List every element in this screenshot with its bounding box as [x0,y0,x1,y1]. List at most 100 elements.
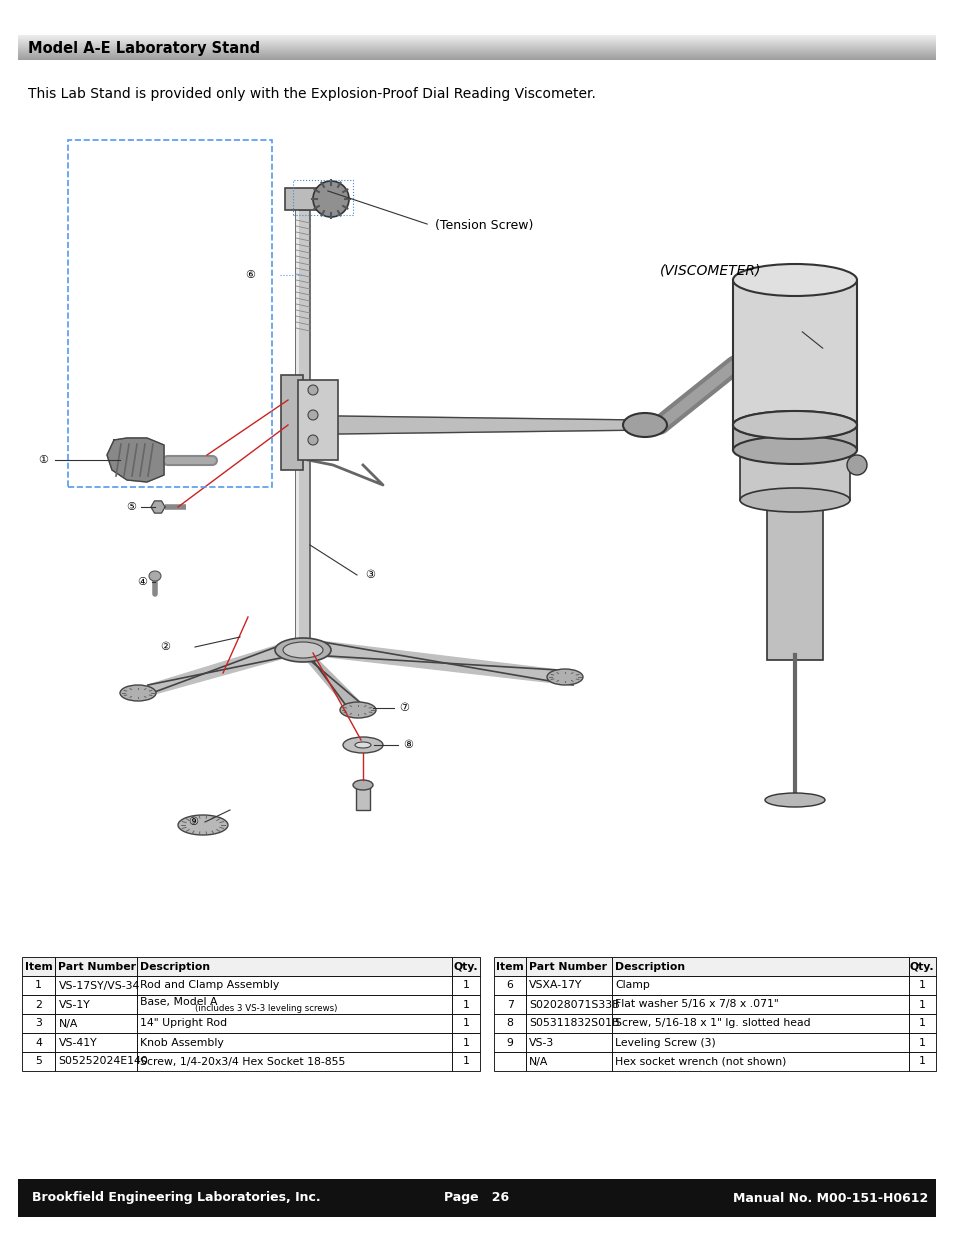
Text: 14" Upright Rod: 14" Upright Rod [140,1019,227,1029]
Text: (Tension Screw): (Tension Screw) [435,219,533,231]
Bar [494,957,526,976]
Bar [137,1032,451,1052]
Ellipse shape [740,433,849,457]
Text: Part Number: Part Number [58,962,136,972]
Bar [526,1052,612,1071]
Text: ⑤: ⑤ [126,501,136,513]
Bar [22,1014,55,1032]
Polygon shape [297,640,363,715]
Bar [451,1014,479,1032]
Polygon shape [337,416,647,433]
Ellipse shape [353,781,373,790]
Text: 5: 5 [35,1056,42,1067]
Text: 2: 2 [35,999,42,1009]
Bar [55,1032,137,1052]
Polygon shape [311,640,573,685]
Bar [494,1014,526,1032]
Bar [612,995,907,1014]
Ellipse shape [308,385,317,395]
Text: Item: Item [25,962,52,972]
Text: 8: 8 [506,1019,513,1029]
Bar [137,1052,451,1071]
Ellipse shape [339,701,375,718]
Text: Part Number: Part Number [529,962,607,972]
Text: ②: ② [160,642,170,652]
Bar [732,425,856,450]
Ellipse shape [546,669,582,685]
Text: S05311832S01B: S05311832S01B [529,1019,619,1029]
Text: 1: 1 [918,1037,924,1047]
Text: ③: ③ [365,571,375,580]
Bar [137,957,451,976]
Bar [22,957,55,976]
Bar [281,375,303,471]
Text: Leveling Screw (3): Leveling Screw (3) [615,1037,716,1047]
Bar [907,995,935,1014]
Text: 1: 1 [918,999,924,1009]
Bar [526,995,612,1014]
Text: VS-1Y: VS-1Y [58,999,91,1009]
Bar [137,1014,451,1032]
Bar [355,785,370,810]
Ellipse shape [622,412,666,437]
Text: Qty.: Qty. [453,962,477,972]
Text: Model A-E Laboratory Stand: Model A-E Laboratory Stand [28,41,260,56]
Ellipse shape [313,182,349,217]
Bar [68,140,272,487]
Text: S05252024E140: S05252024E140 [58,1056,148,1067]
Bar [55,1014,137,1032]
Bar [907,1014,935,1032]
Bar [55,1052,137,1071]
Text: Qty.: Qty. [909,962,934,972]
Text: ⑨: ⑨ [188,818,198,827]
Bar [451,1052,479,1071]
Text: N/A: N/A [58,1019,78,1029]
Text: ⑦: ⑦ [398,703,409,713]
Text: S02028071S33B: S02028071S33B [529,999,619,1009]
Text: Hex socket wrench (not shown): Hex socket wrench (not shown) [615,1056,786,1067]
Text: Rod and Clamp Assembly: Rod and Clamp Assembly [140,981,279,990]
Bar [18,1179,935,1216]
Text: Description: Description [140,962,210,972]
Bar [295,210,298,655]
Bar [907,957,935,976]
Bar [494,995,526,1014]
Bar [526,976,612,995]
Bar [22,1032,55,1052]
Ellipse shape [732,411,856,438]
Ellipse shape [308,410,317,420]
Text: Base, Model A: Base, Model A [140,997,217,1008]
Ellipse shape [149,571,161,580]
Text: Screw, 1/4-20x3/4 Hex Socket 18-855: Screw, 1/4-20x3/4 Hex Socket 18-855 [140,1056,345,1067]
Text: 3: 3 [35,1019,42,1029]
Bar [907,976,935,995]
Text: ⑧: ⑧ [402,740,413,750]
Bar [494,1032,526,1052]
Bar [22,1052,55,1071]
Text: 7: 7 [506,999,513,1009]
Polygon shape [107,438,164,482]
Bar [526,1032,612,1052]
Bar [295,210,310,655]
Bar [22,976,55,995]
Bar [907,1032,935,1052]
Bar [55,957,137,976]
Text: Flat washer 5/16 x 7/8 x .071": Flat washer 5/16 x 7/8 x .071" [615,999,779,1009]
Text: This Lab Stand is provided only with the Explosion-Proof Dial Reading Viscometer: This Lab Stand is provided only with the… [28,86,596,101]
Bar [55,976,137,995]
Bar [297,380,337,459]
Text: 1: 1 [918,1019,924,1029]
Bar [451,1032,479,1052]
Bar [494,1052,526,1071]
Bar [451,995,479,1014]
Ellipse shape [178,815,228,835]
Text: Item: Item [496,962,523,972]
Ellipse shape [740,488,849,513]
Text: (VISCOMETER): (VISCOMETER) [659,263,760,277]
Ellipse shape [732,411,856,438]
Text: Screw, 5/16-18 x 1" lg. slotted head: Screw, 5/16-18 x 1" lg. slotted head [615,1019,810,1029]
Text: Description: Description [615,962,685,972]
Text: 6: 6 [506,981,513,990]
Text: 1: 1 [462,999,469,1009]
Ellipse shape [120,685,156,701]
